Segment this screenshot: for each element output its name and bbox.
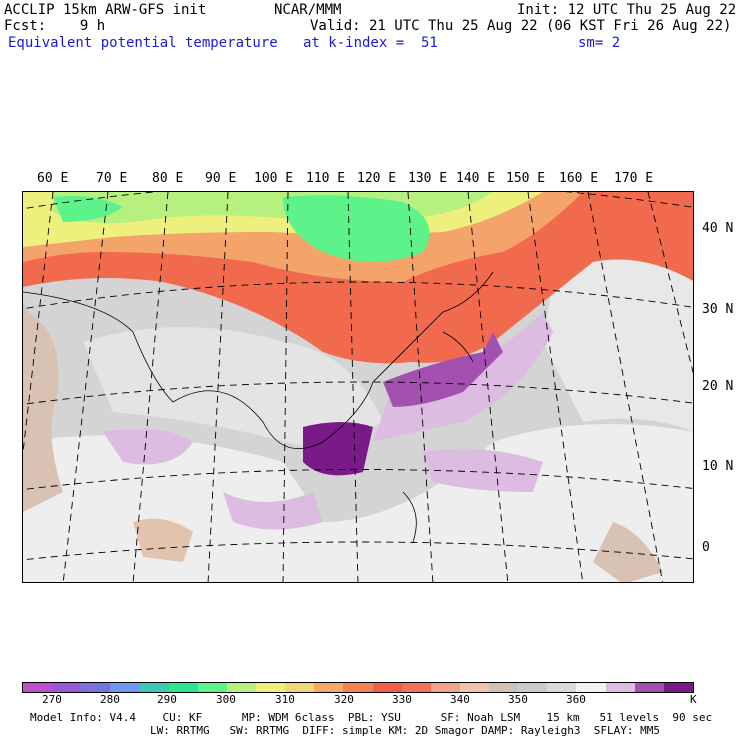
colorbar (22, 682, 694, 693)
lon-label: 60 E (37, 171, 69, 186)
colorbar-tick-label: 280 (100, 693, 120, 706)
colorbar-swatch (197, 683, 227, 692)
colorbar-tick-label: 360 (566, 693, 586, 706)
colorbar-swatch (518, 683, 548, 692)
colorbar-tick-label: 290 (157, 693, 177, 706)
colorbar-swatch (81, 683, 111, 692)
colorbar-swatch (110, 683, 140, 692)
model-title: ACCLIP 15km ARW-GFS init (4, 2, 207, 18)
lat-label: 20 N (702, 379, 734, 394)
level-index: at k-index = 51 (303, 35, 438, 51)
colorbar-tick-label: 270 (42, 693, 62, 706)
smoothing: sm= 2 (578, 35, 621, 51)
colorbar-swatch (430, 683, 460, 692)
footer-physics-info: LW: RRTMG SW: RRTMG DIFF: simple KM: 2D … (150, 724, 660, 737)
lon-label: 150 E (506, 171, 546, 186)
lat-label: 0 (702, 540, 710, 555)
colorbar-tick-label: 320 (334, 693, 354, 706)
colorbar-swatch (139, 683, 169, 692)
colorbar-swatch (489, 683, 519, 692)
colorbar-swatch (23, 683, 53, 692)
lon-label: 130 E (408, 171, 448, 186)
forecast-hour: Fcst: 9 h (4, 18, 106, 34)
map-graphic (23, 192, 693, 582)
colorbar-swatch (605, 683, 635, 692)
lat-label: 40 N (702, 221, 734, 236)
center-name: NCAR/MMM (274, 2, 342, 18)
lon-label: 90 E (205, 171, 237, 186)
map-panel (22, 191, 694, 583)
colorbar-swatch (401, 683, 431, 692)
lat-label: 10 N (702, 459, 734, 474)
lon-label: 70 E (96, 171, 128, 186)
colorbar-swatch (459, 683, 489, 692)
lon-label: 80 E (152, 171, 184, 186)
colorbar-swatch (256, 683, 286, 692)
colorbar-swatch (663, 683, 693, 692)
valid-time: Valid: 21 UTC Thu 25 Aug 22 (06 KST Fri … (310, 18, 732, 34)
init-time: Init: 12 UTC Thu 25 Aug 22 (517, 2, 737, 18)
colorbar-swatch (168, 683, 198, 692)
lon-label: 170 E (614, 171, 654, 186)
colorbar-tick-label: 310 (275, 693, 295, 706)
lon-label: 160 E (559, 171, 599, 186)
lat-label: 30 N (702, 302, 734, 317)
colorbar-swatch (547, 683, 577, 692)
colorbar-tick-label: 340 (450, 693, 470, 706)
colorbar-swatch (343, 683, 373, 692)
colorbar-swatch (372, 683, 402, 692)
colorbar-swatch (226, 683, 256, 692)
colorbar-swatch (634, 683, 664, 692)
colorbar-swatch (576, 683, 606, 692)
colorbar-tick-label: 350 (508, 693, 528, 706)
field-name: Equivalent potential temperature (8, 35, 278, 51)
lon-label: 100 E (254, 171, 294, 186)
colorbar-swatch (314, 683, 344, 692)
colorbar-tick-label: K (690, 693, 697, 706)
footer-model-info: Model Info: V4.4 CU: KF MP: WDM 6class P… (30, 711, 713, 724)
colorbar-tick-label: 300 (216, 693, 236, 706)
colorbar-tick-label: 330 (392, 693, 412, 706)
lon-label: 120 E (357, 171, 397, 186)
lon-label: 110 E (306, 171, 346, 186)
colorbar-swatch (285, 683, 315, 692)
lon-label: 140 E (456, 171, 496, 186)
colorbar-swatch (52, 683, 82, 692)
